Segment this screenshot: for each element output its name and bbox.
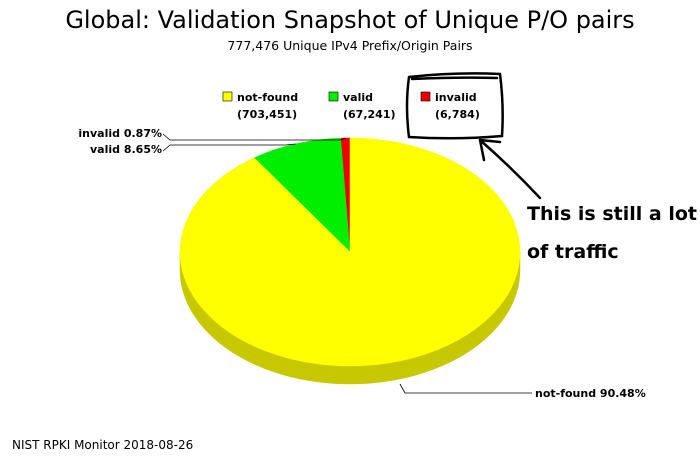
legend-entry-invalid: invalid (6,784): [420, 91, 480, 121]
legend-entry-not-found: not-found (703,451): [222, 91, 298, 121]
chart-title: Global: Validation Snapshot of Unique P/…: [65, 6, 635, 34]
pie-slice-valid: [253, 137, 351, 253]
annotation-text-line1: This is still a lot: [527, 203, 697, 225]
annotation-box: [405, 72, 504, 140]
annotation-text-line2: of traffic: [527, 241, 619, 263]
legend-label-valid: valid: [343, 91, 373, 104]
legend-count-invalid: (6,784): [435, 108, 480, 121]
legend-swatch-invalid: [420, 91, 431, 102]
legend-entry-valid: valid (67,241): [328, 91, 396, 121]
chart-subtitle: 777,476 Unique IPv4 Prefix/Origin Pairs: [227, 38, 473, 53]
legend-label-not-found: not-found: [237, 91, 298, 104]
slice-label-valid: valid 8.65%: [90, 143, 162, 156]
legend-swatch-valid: [328, 91, 339, 102]
hand-annotation: This is still a lot of traffic: [405, 72, 697, 263]
legend-count-valid: (67,241): [343, 108, 396, 121]
legend: not-found (703,451) valid (67,241) inval…: [222, 91, 480, 121]
leader-line-not-found: [399, 383, 532, 394]
footer-source: NIST RPKI Monitor 2018-08-26: [12, 438, 194, 452]
legend-label-invalid: invalid: [435, 91, 477, 104]
annotation-arrow-icon: [478, 138, 542, 200]
pie-slices: [179, 137, 521, 367]
legend-swatch-not-found: [222, 91, 233, 102]
slice-label-invalid: invalid 0.87%: [78, 127, 162, 140]
legend-count-not-found: (703,451): [237, 108, 297, 121]
slice-label-not-found: not-found 90.48%: [535, 387, 646, 400]
slice-leader-lines: [162, 133, 532, 394]
leader-line-invalid: [162, 133, 346, 141]
pie-slice-not-found: [179, 137, 521, 367]
leader-line-valid: [162, 143, 296, 152]
